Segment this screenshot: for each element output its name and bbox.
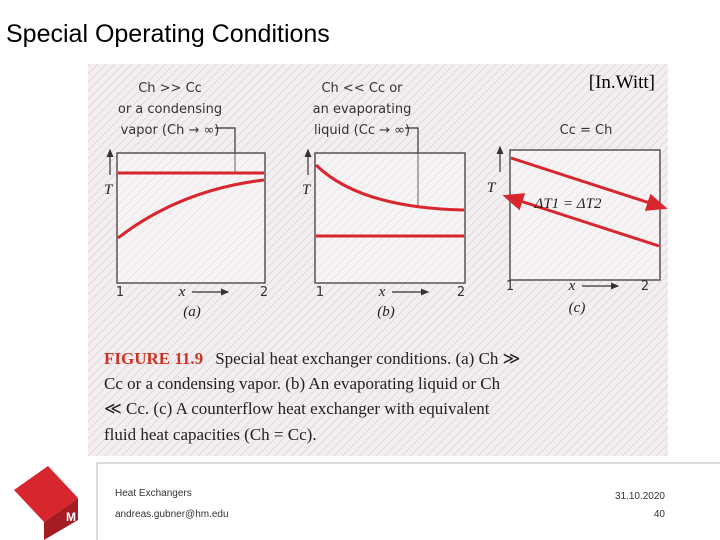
panel-label: Ch << Cc or — [321, 81, 403, 96]
plot-box — [314, 152, 466, 284]
panel-b: Ch << Cc or an evaporating liquid (Cc → … — [302, 81, 466, 320]
panel-tag: (b) — [377, 304, 395, 320]
axis-label: T — [104, 182, 114, 198]
x-tick: 2 — [457, 285, 465, 300]
x-tick: 1 — [316, 285, 324, 300]
leader-line — [405, 127, 419, 205]
caption-line: FIGURE 11.9 Special heat exchanger condit… — [104, 349, 520, 368]
footer-topic: Heat Exchangers — [115, 488, 192, 499]
panel-label: Cc = Ch — [560, 123, 613, 138]
caption-label: FIGURE 11.9 — [104, 349, 203, 368]
panel-label: Ch >> Cc — [138, 81, 202, 96]
plot-box — [116, 152, 266, 284]
x-tick: 1 — [506, 279, 514, 294]
caption-line: ≪ Cc. (c) A counterflow heat exchanger w… — [104, 399, 490, 418]
cold-fluid-curve — [117, 178, 265, 240]
panel-tag: (a) — [183, 304, 201, 320]
axis-label: x — [378, 284, 386, 300]
logo: M — [14, 466, 78, 540]
panel-a: Ch >> Cc or a condensing vapor (Ch → ∞) … — [104, 81, 268, 320]
cold-fluid-curve — [502, 193, 660, 248]
hot-fluid-curve — [510, 156, 668, 211]
caption-line: Cc or a condensing vapor. (b) An evapora… — [104, 374, 501, 393]
axis-label: x — [568, 278, 576, 294]
x-tick: 1 — [116, 285, 124, 300]
annotation: ΔT1 = ΔT2 — [534, 196, 602, 212]
axis-label: T — [302, 182, 312, 198]
caption-line: fluid heat capacities (Ch = Cc). — [104, 425, 317, 444]
plot-box — [509, 149, 661, 281]
logo-text: M — [66, 510, 76, 524]
x-tick: 2 — [260, 285, 268, 300]
x-tick: 2 — [641, 279, 649, 294]
panel-c: Cc = Ch T ΔT1 = ΔT2 1 x 2 (c) — [487, 123, 668, 316]
leader-line — [215, 127, 236, 172]
footer-email: andreas.gubner@hm.edu — [115, 509, 229, 520]
hot-fluid-curve — [314, 163, 465, 212]
panel-label: or a condensing — [118, 102, 222, 117]
axis-label: x — [178, 284, 186, 300]
panel-label: liquid (Cc → ∞) — [314, 123, 410, 138]
panel-label: vapor (Ch → ∞) — [121, 123, 220, 138]
axis-label: T — [487, 180, 497, 196]
slide-title: Special Operating Conditions — [6, 20, 330, 48]
panel-tag: (c) — [569, 300, 586, 316]
footer-date: 31.10.2020 — [615, 491, 665, 502]
figure-background — [88, 64, 668, 456]
caption-text: Special heat exchanger conditions. (a) C… — [215, 349, 520, 368]
citation: [In.Witt] — [589, 72, 655, 93]
page-number: 40 — [654, 509, 666, 520]
panel-label: an evaporating — [313, 102, 412, 117]
